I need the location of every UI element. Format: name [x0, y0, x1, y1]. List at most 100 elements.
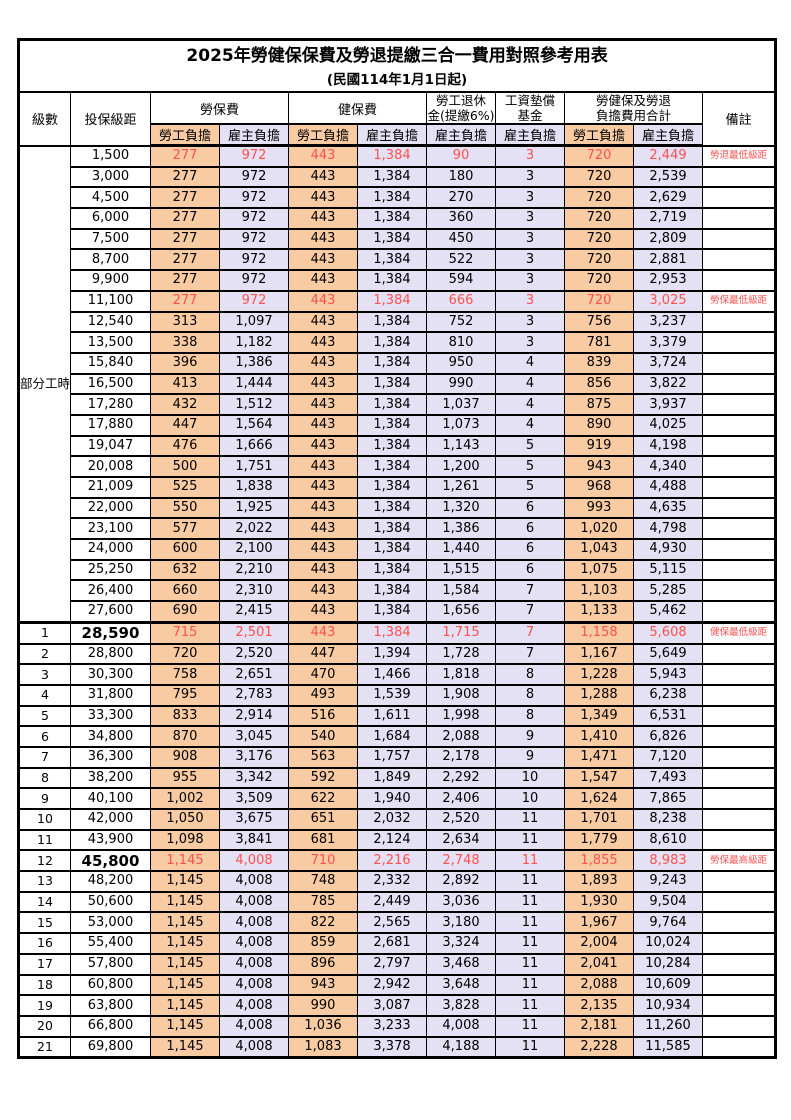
value-cell: 1,043 — [564, 538, 634, 561]
bracket-cell: 66,800 — [70, 1014, 151, 1038]
value-cell: 972 — [219, 144, 289, 168]
remark-cell — [701, 1035, 777, 1059]
remark-cell — [701, 808, 777, 831]
value-cell: 277 — [150, 248, 220, 272]
value-cell: 1,386 — [219, 351, 289, 375]
remark-cell — [701, 331, 777, 354]
value-cell: 11 — [495, 994, 565, 1017]
level-cell: 19 — [18, 994, 71, 1017]
subheader-total-employer: 雇主負擔 — [633, 123, 703, 147]
value-cell: 756 — [564, 310, 634, 334]
value-cell: 990 — [426, 372, 496, 396]
value-cell: 919 — [564, 434, 634, 458]
value-cell: 1,228 — [564, 663, 634, 686]
value-cell: 2,748 — [426, 849, 496, 873]
remark-cell — [701, 704, 777, 728]
value-cell: 443 — [288, 455, 358, 478]
value-cell: 8,238 — [633, 808, 703, 831]
bracket-cell: 38,200 — [70, 766, 151, 790]
bracket-cell: 57,800 — [70, 952, 151, 976]
bracket-cell: 30,300 — [70, 663, 151, 686]
value-cell: 1,818 — [426, 663, 496, 686]
table-row: 部分工時 1,500 277 972 443 1,384 90 3 720 2,449 勞退最低級距 — [18, 144, 777, 624]
remark-cell — [701, 600, 777, 624]
value-cell: 1,384 — [357, 496, 427, 520]
page-subtitle: (民國114年1月1日起) — [326, 72, 468, 88]
remark-cell — [701, 766, 777, 790]
bracket-cell: 9,900 — [70, 269, 151, 292]
value-cell: 550 — [150, 496, 220, 520]
column-header-health-insurance: 健保費 — [288, 91, 427, 125]
value-cell: 833 — [150, 704, 220, 728]
value-cell: 890 — [564, 413, 634, 437]
value-cell: 1,349 — [564, 704, 634, 728]
bracket-cell: 16,500 — [70, 372, 151, 396]
value-cell: 3,937 — [633, 393, 703, 416]
remark-cell — [701, 165, 777, 189]
bracket-cell: 12,540 — [70, 310, 151, 334]
level-cell: 12 — [18, 849, 71, 873]
value-cell: 4,008 — [219, 932, 289, 955]
table-row: 26,400 660 2,310 443 1,384 1,584 7 1,103 5,285 — [19, 579, 777, 603]
value-cell: 563 — [288, 745, 358, 769]
value-cell: 4 — [495, 393, 565, 416]
value-cell: 660 — [150, 579, 220, 603]
value-cell: 1,320 — [426, 496, 496, 520]
value-cell: 277 — [150, 207, 220, 230]
table-body: 部分工時 1,500 277 972 443 1,384 90 3 720 2,449 勞退最低級距… — [18, 144, 777, 1059]
value-cell: 3 — [495, 289, 565, 313]
value-cell: 11 — [495, 828, 565, 852]
remark-cell — [701, 207, 777, 230]
value-cell: 4,188 — [426, 1035, 496, 1059]
value-cell: 795 — [150, 683, 220, 707]
level-cell: 2 — [18, 642, 71, 666]
value-cell: 9,504 — [633, 890, 703, 914]
bracket-cell: 28,800 — [70, 642, 151, 666]
level-cell: 17 — [18, 952, 71, 976]
remark-cell — [701, 227, 777, 251]
bracket-cell: 45,800 — [70, 849, 151, 873]
value-cell: 3 — [495, 248, 565, 272]
value-cell: 1,838 — [219, 476, 289, 499]
value-cell: 1,020 — [564, 517, 634, 541]
bracket-cell: 17,280 — [70, 393, 151, 416]
value-cell: 443 — [288, 434, 358, 458]
value-cell: 632 — [150, 558, 220, 582]
table-row: 5 33,300 833 2,914 516 1,611 1,998 8 1,349 6,531 — [18, 704, 777, 728]
value-cell: 277 — [150, 186, 220, 210]
value-cell: 1,384 — [357, 455, 427, 478]
value-cell: 5,285 — [633, 579, 703, 603]
table-row: 15,840 396 1,386 443 1,384 950 4 839 3,724 — [19, 351, 777, 375]
bracket-cell: 28,590 — [70, 620, 151, 645]
value-cell: 1,515 — [426, 558, 496, 582]
value-cell: 3,828 — [426, 994, 496, 1017]
value-cell: 1,386 — [426, 517, 496, 541]
remark-cell — [701, 455, 777, 478]
value-cell: 1,444 — [219, 372, 289, 396]
value-cell: 4,340 — [633, 455, 703, 478]
value-cell: 968 — [564, 476, 634, 499]
value-cell: 432 — [150, 393, 220, 416]
value-cell: 1,384 — [357, 331, 427, 354]
column-header-remark: 備註 — [701, 91, 777, 147]
value-cell: 5,462 — [633, 600, 703, 624]
table-row: 11,100 277 972 443 1,384 666 3 720 3,025 勞保最低級距 — [19, 289, 777, 313]
value-cell: 11 — [495, 849, 565, 873]
value-cell: 748 — [288, 870, 358, 893]
value-cell: 993 — [564, 496, 634, 520]
table-row: 24,000 600 2,100 443 1,384 1,440 6 1,043 4,930 — [19, 538, 777, 561]
bracket-cell: 63,800 — [70, 994, 151, 1017]
value-cell: 2,041 — [564, 952, 634, 976]
value-cell: 5,943 — [633, 663, 703, 686]
value-cell: 720 — [564, 165, 634, 189]
data-table: 2025年勞健保保費及勞退提繳三合一費用對照參考用表 (民國114年1月1日起)… — [17, 38, 778, 1060]
table-row: 3,000 277 972 443 1,384 180 3 720 2,539 — [19, 165, 777, 189]
value-cell: 752 — [426, 310, 496, 334]
value-cell: 470 — [288, 663, 358, 686]
value-cell: 1,200 — [426, 455, 496, 478]
value-cell: 1,145 — [150, 1035, 220, 1059]
value-cell: 1,384 — [357, 393, 427, 416]
table-row: 20,008 500 1,751 443 1,384 1,200 5 943 4,340 — [19, 455, 777, 478]
value-cell: 443 — [288, 620, 358, 645]
bracket-cell: 34,800 — [70, 725, 151, 748]
